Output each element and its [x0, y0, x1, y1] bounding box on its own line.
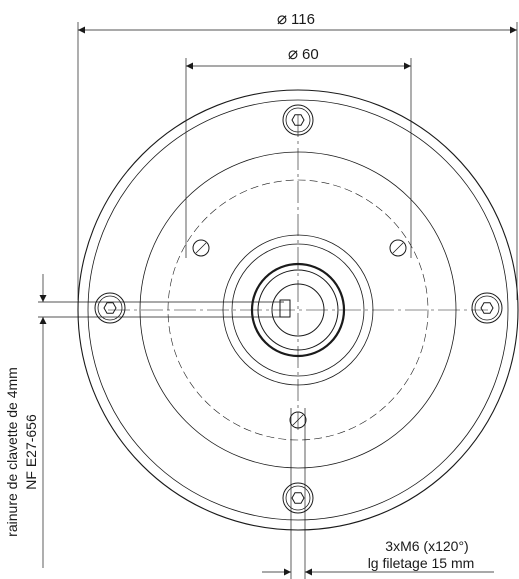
keyway-note-line2: NF E27-656	[23, 414, 39, 490]
hub-circle-outer	[222, 234, 374, 386]
hex-socket-icon	[480, 302, 494, 314]
shaft-outer-ring	[250, 262, 346, 358]
screw-top	[282, 104, 314, 136]
bolt-pitch-circle	[167, 179, 429, 441]
outer-flange-circle	[77, 89, 519, 531]
shaft-bore	[271, 283, 325, 337]
hex-socket-icon	[103, 302, 117, 314]
keyway-dimension	[38, 274, 284, 568]
outer-diameter-dimension	[77, 22, 518, 300]
thread-note-line1: 3xM6 (x120°)	[385, 538, 468, 554]
hole-upper-left	[192, 239, 210, 257]
shaft-ring	[257, 269, 339, 351]
hole-upper-right	[389, 239, 407, 257]
socket-screws	[94, 104, 503, 514]
center-lines	[108, 115, 488, 430]
screw-right	[471, 292, 503, 324]
thread-dimension	[262, 408, 494, 579]
pitch-holes	[192, 239, 407, 429]
shaft	[250, 262, 346, 358]
thread-note-line2: lg filetage 15 mm	[368, 555, 475, 571]
bolt-circle-diameter-value: 60	[302, 46, 319, 63]
hex-socket-icon	[291, 492, 305, 504]
bolt-circle-dimension	[185, 58, 412, 258]
outer-flange-inner-edge	[87, 99, 509, 521]
flange-outline	[77, 89, 519, 531]
hole-bottom	[289, 411, 307, 429]
bolt-circle-diameter-symbol: ⌀	[288, 44, 298, 63]
bolt-circle-outer	[139, 151, 457, 469]
outer-diameter-value: 116	[291, 11, 315, 28]
keyway-note-line1: rainure de clavette de 4mm	[4, 367, 20, 537]
outer-diameter-symbol: ⌀	[277, 9, 287, 28]
keyway	[279, 299, 291, 318]
screw-left	[94, 292, 126, 324]
hub-circle	[231, 243, 365, 377]
screw-bottom	[282, 482, 314, 514]
hex-socket-icon	[291, 114, 305, 126]
